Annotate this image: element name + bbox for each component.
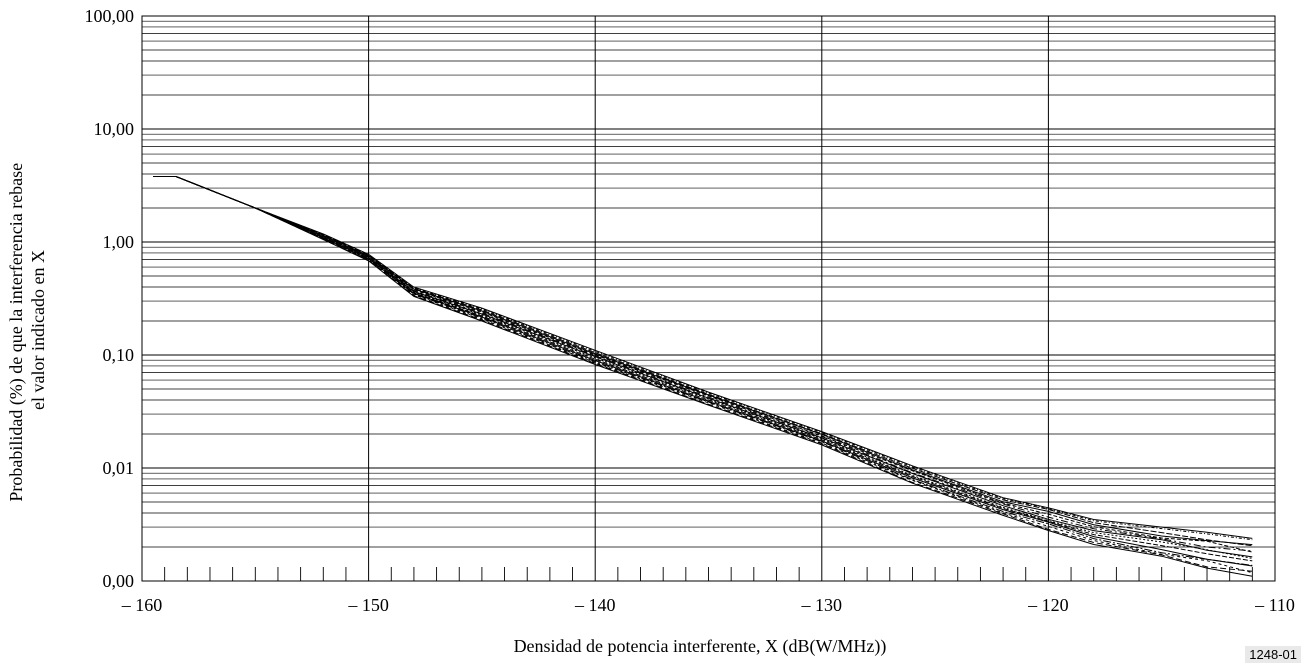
- x-tick-label: – 140: [574, 595, 616, 615]
- x-tick-label: – 120: [1027, 595, 1069, 615]
- x-tick-label: – 160: [121, 595, 163, 615]
- y-axis-label-line-1: Probabilidad (%) de que la interferencia…: [6, 163, 27, 502]
- plot-frame: [142, 16, 1275, 581]
- y-axis-label-line-2: el valor indicado en X: [28, 250, 48, 410]
- y-tick-label: 10,00: [94, 119, 135, 139]
- series-line: [153, 177, 1252, 577]
- y-tick-labels: 0,00 0,01 0,10 1,00 10,00 100,00: [85, 6, 135, 591]
- x-tick-label: – 110: [1254, 595, 1295, 615]
- y-tick-label: 1,00: [103, 232, 135, 252]
- x-tick-label: – 130: [801, 595, 843, 615]
- y-tick-label: 0,10: [103, 345, 135, 365]
- series-line: [153, 177, 1252, 539]
- x-tick-label: – 150: [347, 595, 389, 615]
- major-gridlines: [142, 16, 1275, 581]
- y-tick-label: 100,00: [85, 6, 135, 26]
- x-axis-label: Densidad de potencia interferente, X (dB…: [514, 636, 887, 657]
- figure-id-label: 1248-01: [1245, 646, 1301, 663]
- y-tick-label: 0,00: [103, 571, 135, 591]
- x-tick-marks: [165, 567, 1253, 581]
- series-line: [153, 177, 1252, 551]
- y-axis-label: Probabilidad (%) de que la interferencia…: [6, 158, 48, 501]
- series-group: [153, 177, 1252, 577]
- y-tick-label: 0,01: [103, 458, 135, 478]
- x-tick-labels: – 160 – 150 – 140 – 130 – 120 – 110: [121, 595, 1295, 615]
